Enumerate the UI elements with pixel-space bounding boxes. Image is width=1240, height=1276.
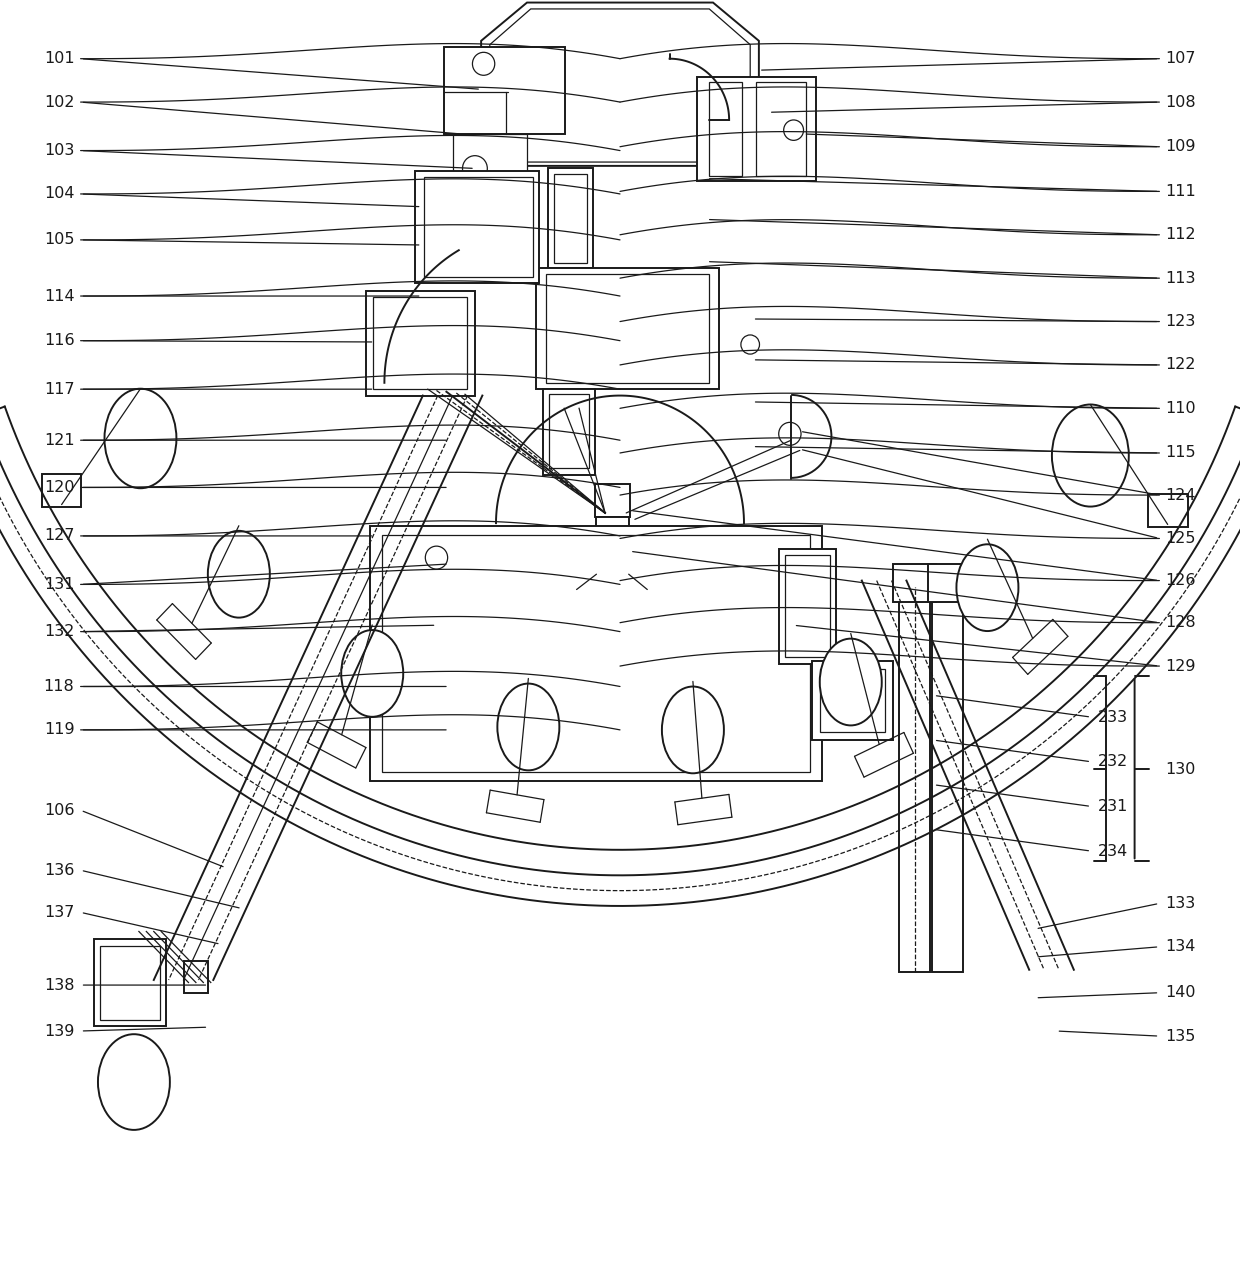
Bar	[595, 484, 630, 517]
Text: 136: 136	[45, 863, 74, 878]
Text: 232: 232	[1097, 754, 1127, 769]
Ellipse shape	[208, 531, 270, 618]
Ellipse shape	[742, 334, 759, 355]
Text: 127: 127	[43, 528, 74, 544]
Bar	[415, 171, 539, 283]
Ellipse shape	[956, 545, 1018, 632]
Text: 120: 120	[43, 480, 74, 495]
Bar	[94, 939, 166, 1026]
Text: 104: 104	[43, 186, 74, 202]
Bar	[184, 961, 208, 993]
Bar	[893, 564, 936, 602]
Text: 131: 131	[43, 577, 74, 592]
Text: 110: 110	[1166, 401, 1197, 416]
Text: 102: 102	[43, 94, 74, 110]
Text: 114: 114	[43, 288, 74, 304]
Text: 139: 139	[45, 1023, 74, 1039]
Ellipse shape	[779, 422, 801, 445]
Text: 115: 115	[1166, 445, 1197, 461]
Bar	[899, 587, 930, 972]
Ellipse shape	[1052, 404, 1128, 507]
Text: 234: 234	[1097, 843, 1127, 859]
Text: 116: 116	[43, 333, 74, 348]
Ellipse shape	[98, 1034, 170, 1131]
Text: 231: 231	[1097, 799, 1127, 814]
Text: 126: 126	[1166, 573, 1197, 588]
Ellipse shape	[497, 684, 559, 771]
Text: 128: 128	[1166, 615, 1197, 630]
Bar	[370, 526, 822, 781]
Text: 134: 134	[1166, 939, 1195, 954]
Text: 111: 111	[1166, 184, 1197, 199]
Bar	[536, 268, 719, 389]
Bar	[366, 291, 475, 396]
Bar	[546, 274, 709, 383]
Text: 125: 125	[1166, 531, 1197, 546]
Text: 108: 108	[1166, 94, 1197, 110]
Ellipse shape	[820, 639, 882, 726]
Text: 123: 123	[1166, 314, 1195, 329]
Text: 121: 121	[43, 433, 74, 448]
Text: 103: 103	[45, 143, 74, 158]
Text: 109: 109	[1166, 139, 1197, 154]
Text: 113: 113	[1166, 271, 1197, 286]
Bar	[373, 297, 467, 389]
Ellipse shape	[104, 389, 176, 489]
Text: 118: 118	[43, 679, 74, 694]
Ellipse shape	[662, 686, 724, 773]
Text: 124: 124	[1166, 487, 1197, 503]
Text: 119: 119	[43, 722, 74, 738]
Text: 101: 101	[43, 51, 74, 66]
Bar	[820, 669, 885, 732]
Bar	[928, 564, 971, 602]
Text: 107: 107	[1166, 51, 1197, 66]
Text: 135: 135	[1166, 1028, 1195, 1044]
Text: 105: 105	[43, 232, 74, 248]
Ellipse shape	[341, 630, 403, 717]
Polygon shape	[490, 9, 750, 162]
Text: 138: 138	[43, 977, 74, 993]
Ellipse shape	[784, 120, 804, 140]
Bar	[596, 517, 629, 550]
Bar	[42, 473, 82, 507]
Ellipse shape	[472, 52, 495, 75]
Bar	[709, 82, 742, 176]
Polygon shape	[481, 3, 759, 166]
Ellipse shape	[425, 546, 448, 569]
Bar	[548, 168, 593, 268]
Bar	[453, 134, 527, 179]
Bar	[100, 946, 160, 1020]
Bar	[424, 177, 533, 277]
Bar	[549, 394, 589, 468]
Bar	[543, 389, 595, 475]
Ellipse shape	[463, 156, 487, 181]
Bar	[756, 82, 806, 176]
Bar	[382, 535, 810, 772]
Bar	[812, 661, 893, 740]
Text: 140: 140	[1166, 985, 1197, 1000]
Bar	[444, 47, 565, 134]
Bar	[932, 587, 963, 972]
Text: 106: 106	[43, 803, 74, 818]
Bar	[596, 550, 629, 590]
Text: 130: 130	[1166, 762, 1195, 777]
Bar	[554, 174, 587, 263]
Bar	[1148, 494, 1188, 527]
Bar	[697, 77, 816, 181]
Text: 137: 137	[45, 905, 74, 920]
Text: 129: 129	[1166, 658, 1197, 674]
Text: 133: 133	[1166, 896, 1195, 911]
Text: 112: 112	[1166, 227, 1197, 242]
Text: 117: 117	[43, 382, 74, 397]
Text: 132: 132	[45, 624, 74, 639]
Text: 233: 233	[1097, 709, 1127, 725]
Text: 122: 122	[1166, 357, 1197, 373]
Bar	[785, 555, 830, 657]
Bar	[779, 549, 836, 664]
